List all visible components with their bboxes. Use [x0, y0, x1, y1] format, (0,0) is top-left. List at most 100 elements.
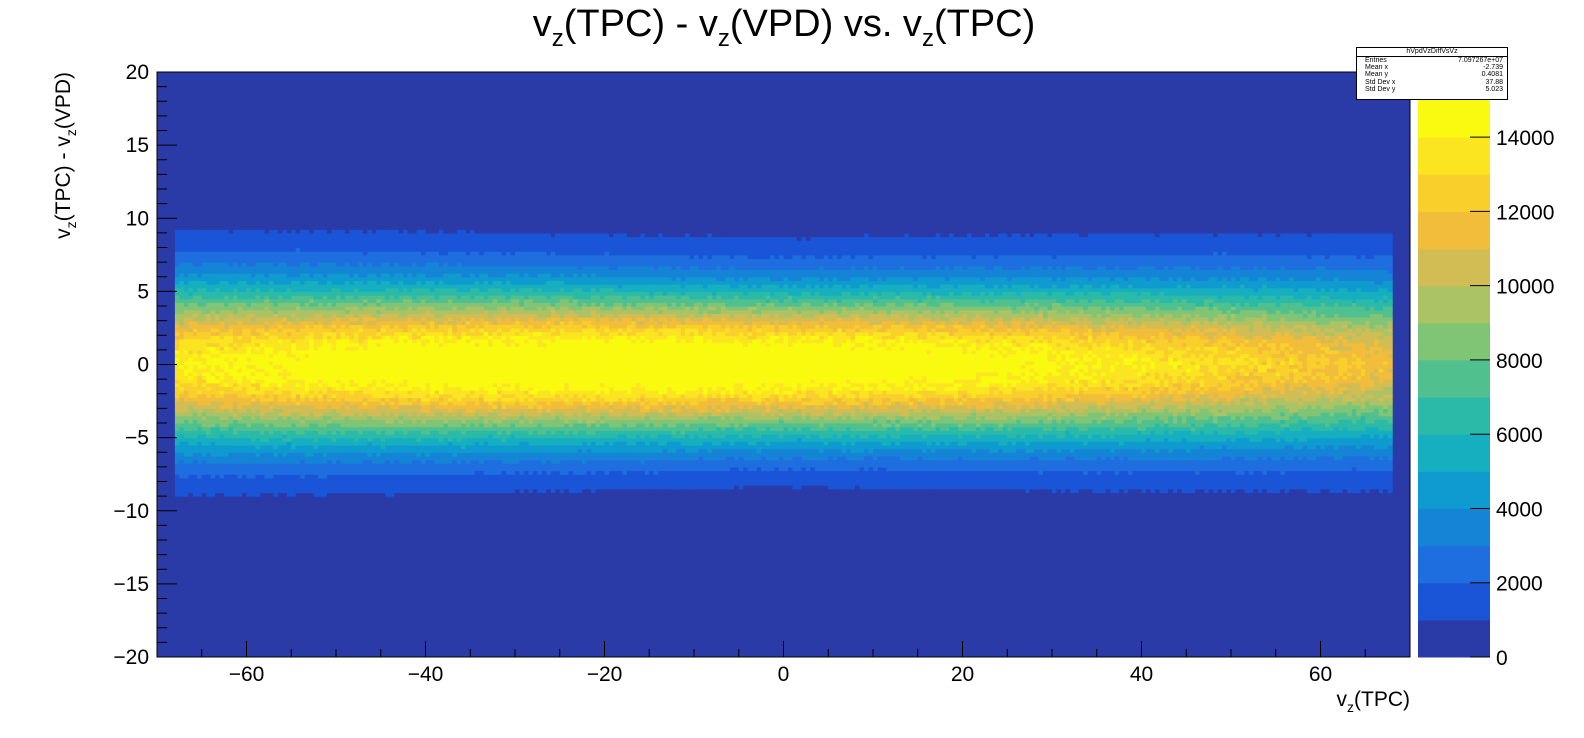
heatmap-cell — [277, 349, 283, 355]
heatmap-cell — [300, 295, 306, 300]
heatmap-cell — [246, 393, 252, 399]
heatmap-cell — [264, 324, 270, 329]
heatmap-cell — [206, 485, 212, 490]
heatmap-cell — [349, 324, 355, 329]
heatmap-cell — [219, 503, 225, 508]
heatmap-cell — [237, 503, 243, 508]
heatmap-cell — [394, 455, 400, 461]
heatmap-cell — [340, 335, 346, 340]
heatmap-cell — [286, 412, 292, 417]
heatmap-cell — [304, 466, 310, 472]
heatmap-cell — [349, 218, 355, 223]
heatmap-cell — [206, 357, 212, 362]
heatmap-cell — [250, 232, 257, 238]
heatmap-cell — [331, 276, 337, 282]
heatmap-cell — [349, 269, 355, 274]
heatmap-cell — [291, 262, 297, 267]
heatmap-cell — [233, 470, 239, 475]
heatmap-cell — [295, 401, 301, 406]
heatmap-cell — [242, 262, 248, 267]
heatmap-cell — [277, 433, 283, 439]
heatmap-cell — [336, 306, 342, 311]
heatmap-cell — [336, 210, 342, 216]
heatmap-cell — [349, 302, 355, 307]
heatmap-cell — [246, 229, 252, 234]
heatmap-cell — [371, 269, 377, 274]
heatmap-cell — [291, 474, 297, 479]
heatmap-cell — [344, 284, 351, 289]
heatmap-cell — [295, 496, 301, 501]
heatmap-cell — [259, 477, 265, 483]
heatmap-cell — [322, 265, 328, 271]
heatmap-cell — [179, 448, 185, 453]
heatmap-cell — [300, 507, 306, 512]
heatmap-cell — [394, 295, 400, 300]
heatmap-cell — [425, 309, 431, 314]
heatmap-cell — [389, 401, 395, 406]
heatmap-cell — [183, 433, 189, 439]
heatmap-cell — [250, 371, 257, 377]
heatmap-cell — [210, 236, 216, 241]
heatmap-cell — [394, 280, 400, 285]
heatmap-cell — [286, 236, 292, 241]
heatmap-cell — [242, 499, 248, 505]
heatmap-cell — [192, 225, 198, 230]
heatmap-cell — [192, 254, 198, 260]
heatmap-cell — [259, 243, 265, 249]
heatmap-cell — [385, 265, 391, 271]
heatmap-cell — [340, 474, 346, 479]
heatmap-cell — [174, 221, 180, 227]
heatmap-cell — [268, 404, 274, 409]
heatmap-cell — [349, 346, 355, 351]
heatmap-cell — [255, 221, 261, 227]
heatmap-cell — [179, 404, 185, 409]
heatmap-cell — [255, 423, 261, 428]
heatmap-cell — [398, 433, 404, 439]
heatmap-cell — [197, 415, 203, 420]
heatmap-cell — [327, 221, 333, 227]
heatmap-cell — [277, 269, 283, 274]
heatmap-cell — [331, 229, 337, 234]
heatmap-cell — [201, 295, 207, 300]
heatmap-cell — [425, 430, 431, 435]
heatmap-cell — [309, 331, 315, 336]
heatmap-cell — [443, 448, 449, 453]
heatmap-cell — [403, 379, 409, 384]
heatmap-cell — [210, 229, 216, 234]
heatmap-cell — [197, 251, 203, 256]
heatmap-cell — [295, 225, 301, 230]
heatmap-cell — [273, 273, 279, 278]
heatmap-cell — [429, 507, 436, 512]
heatmap-cell — [224, 276, 230, 282]
heatmap-cell — [389, 441, 395, 446]
heatmap-cell — [250, 507, 257, 512]
heatmap-cell — [407, 408, 413, 413]
heatmap-cell — [429, 368, 436, 373]
heatmap-cell — [438, 448, 444, 453]
heatmap-cell — [295, 419, 301, 424]
heatmap-cell — [259, 426, 265, 431]
heatmap-cell — [300, 430, 306, 435]
heatmap-cell — [443, 466, 449, 472]
heatmap-cell — [443, 415, 449, 420]
heatmap-cell — [318, 214, 324, 219]
heatmap-cell — [201, 459, 207, 464]
heatmap-cell — [188, 433, 194, 439]
heatmap-cell — [371, 346, 377, 351]
heatmap-cell — [358, 232, 364, 238]
heatmap-cell — [349, 262, 355, 267]
heatmap-cell — [268, 507, 274, 512]
heatmap-cell — [233, 364, 239, 369]
heatmap-cell — [277, 426, 283, 431]
heatmap-cell — [268, 485, 274, 490]
heatmap-cell — [219, 368, 225, 373]
heatmap-cell — [362, 229, 368, 234]
heatmap-cell — [206, 375, 212, 380]
heatmap-cell — [246, 433, 252, 439]
heatmap-cell — [349, 430, 355, 435]
heatmap-cell — [371, 229, 377, 234]
heatmap-cell — [389, 284, 395, 289]
heatmap-cell — [376, 368, 382, 373]
heatmap-cell — [250, 320, 257, 325]
heatmap-cell — [273, 470, 279, 475]
